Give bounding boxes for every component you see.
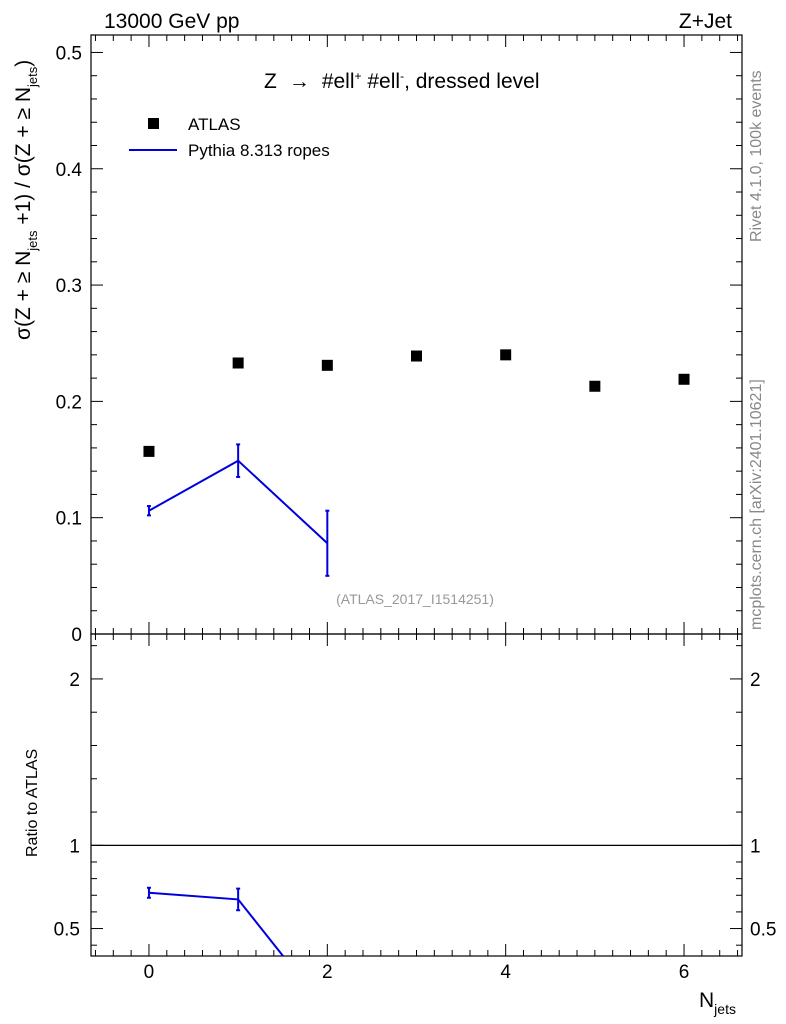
legend-atlas-marker	[148, 118, 159, 129]
main-plot-marks	[143, 349, 690, 577]
atlas-data-point	[232, 357, 244, 369]
ratio-panel-frame	[90, 633, 743, 957]
y-tick-label: 0.2	[56, 392, 82, 413]
legend-atlas-label: ATLAS	[188, 115, 241, 134]
y-tick-label: 0.5	[54, 920, 80, 941]
y-tick-label: 0	[71, 625, 82, 646]
energy-label: 13000 GeV pp	[104, 10, 239, 33]
atlas-data-point	[678, 373, 690, 385]
process-label: Z+Jet	[679, 10, 732, 33]
legend: ATLAS Pythia 8.313 ropes	[129, 115, 330, 160]
legend-pythia-label: Pythia 8.313 ropes	[188, 141, 330, 160]
ratio-plot-marks	[91, 844, 742, 956]
x-tick-label: 0	[144, 962, 155, 983]
ratio-y-axis-label: Ratio to ATLAS	[24, 749, 41, 857]
y-tick-label: 2	[69, 670, 80, 691]
y-tick-label: 1	[69, 836, 80, 857]
mcplots-label: mcplots.cern.ch [arXiv:2401.10621]	[748, 379, 765, 630]
y-tick-label: 0.3	[56, 276, 82, 297]
atlas-data-point	[143, 445, 155, 457]
y-tick-label-right: 2	[750, 670, 761, 691]
y-tick-label: 0.4	[56, 160, 83, 181]
x-axis-label: Njets	[699, 989, 736, 1017]
x-tick-label: 4	[500, 962, 511, 983]
rivet-version-label: Rivet 4.1.0, 100k events	[748, 70, 765, 242]
atlas-data-point	[321, 359, 333, 371]
plot-title: Z → #ell+ #ell-, dressed level	[264, 69, 539, 93]
main-axis-ticks: 0 0.1 0.2 0.3 0.4 0.5	[56, 35, 742, 646]
ratio-axis-ticks: 0 2 4 6 0.5 0.5 1 1 2 2	[54, 634, 776, 983]
x-tick-label: 6	[679, 962, 690, 983]
y-tick-label-right: 1	[750, 836, 761, 857]
y-tick-label: 0.5	[56, 43, 82, 64]
analysis-tag: (ATLAS_2017_I1514251)	[336, 591, 494, 607]
x-tick-label: 2	[322, 962, 333, 983]
y-tick-label-right: 0.5	[750, 920, 776, 941]
atlas-data-point	[411, 350, 422, 362]
atlas-data-point	[500, 349, 512, 361]
y-tick-label: 0.1	[56, 509, 82, 530]
atlas-data-point	[589, 380, 601, 392]
main-y-axis-label: σ(Z + ≥ Njets +1) / σ(Z + ≥ Njets)	[12, 60, 40, 340]
